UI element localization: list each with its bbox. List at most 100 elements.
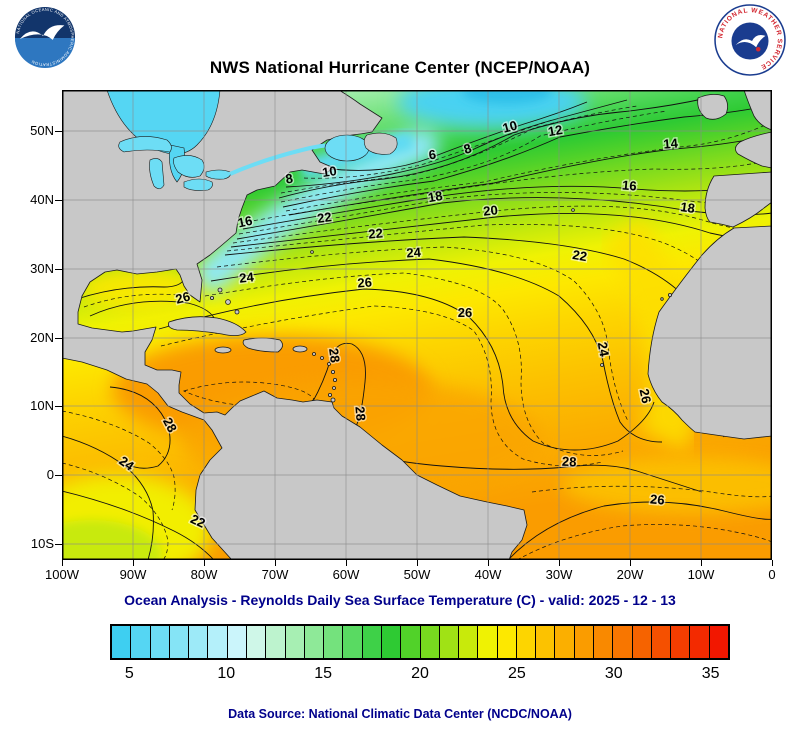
isotherm-12: [282, 104, 772, 208]
land-africa: [647, 225, 772, 440]
isotherm-8: [285, 99, 628, 188]
isotherm-label: 22: [571, 247, 588, 264]
land-bahamas: [209, 295, 214, 300]
lon-axis-tick: [133, 560, 134, 566]
colorbar-cell: [690, 626, 710, 658]
lat-axis-label: 20N: [30, 330, 54, 345]
land-cuba: [167, 316, 247, 336]
isotherm-dashed: [516, 524, 772, 560]
isotherm-26: [158, 288, 655, 451]
colorbar-cell: [208, 626, 228, 658]
isotherm-label: 24: [239, 269, 256, 286]
analysis-caption: Ocean Analysis - Reynolds Daily Sea Surf…: [124, 592, 676, 608]
isotherm-dashed: [216, 246, 629, 422]
colorbar-cell: [324, 626, 344, 658]
isotherm-dashed: [62, 462, 169, 560]
lon-axis-label: 100W: [45, 567, 79, 582]
colorbar-tick-label: 5: [124, 665, 134, 682]
lat-axis-label: 10S: [30, 536, 54, 551]
lon-axis-tick: [275, 560, 276, 566]
lon-axis-label: 30W: [545, 567, 573, 582]
land-canary-islands: [660, 297, 664, 301]
lon-axis-tick: [417, 560, 418, 566]
sst-map: 6 8 8 10 10 12 14 16 16 18 18 20 22 22 22 24 24 24 24 22 26 2…: [62, 90, 772, 560]
nws-red-dot: [755, 46, 761, 52]
page-title: NWS National Hurricane Center (NCEP/NOAA…: [209, 58, 591, 77]
land-canary-islands: [668, 292, 673, 297]
isotherm-dashed: [160, 305, 603, 467]
land-antilles: [327, 362, 331, 366]
isotherm-dashed: [303, 119, 553, 179]
isotherm-label: 14: [663, 135, 679, 151]
colorbar-tick-label: 10: [217, 665, 236, 682]
land-france: [735, 131, 772, 169]
pacific-cold-core: [62, 520, 162, 560]
lon-axis-label: 80W: [190, 567, 218, 582]
lon-axis-label: 0: [768, 567, 776, 582]
isotherms-dashed: [62, 105, 772, 560]
isotherm-dashed: [280, 110, 668, 203]
colorbar-cell: [651, 626, 672, 658]
colorbar-cell: [536, 626, 556, 658]
land-trinidad: [330, 397, 336, 403]
isotherm-label: 28: [326, 347, 343, 363]
colorbar-cell: [459, 626, 479, 658]
colorbar-tick-label: 30: [604, 665, 623, 682]
lon-axis-label: 60W: [332, 567, 360, 582]
land-antilles: [312, 352, 316, 356]
colorbar-cell: [439, 626, 460, 658]
land-antilles: [320, 356, 324, 360]
land-antilles: [330, 369, 335, 374]
nws-logo-svg: NATIONAL WEATHER SERVICE: [714, 4, 786, 76]
lat-axis-tick: [55, 200, 62, 201]
lat-axis-tick: [55, 475, 62, 476]
colorbar-cell: [574, 626, 595, 658]
land-cape-verde: [600, 363, 604, 367]
lat-axis-tick: [55, 544, 62, 545]
land-newfoundland: [363, 132, 398, 155]
colorbar-cell: [112, 626, 132, 658]
land-antilles: [327, 392, 332, 397]
colorbar-cell: [497, 626, 517, 658]
noaa-logo: NATIONAL OCEANIC AND ATMOSPHERIC ADMINIS…: [14, 6, 76, 68]
land-layer: [62, 90, 772, 560]
nws-logo: NATIONAL WEATHER SERVICE: [714, 4, 786, 76]
lake-superior: [118, 136, 172, 153]
isotherm-label: 20: [483, 202, 499, 218]
land-americas: [62, 90, 528, 560]
lon-axis-tick: [559, 560, 560, 566]
isotherm-label: 24: [595, 341, 612, 359]
land-jamaica: [214, 346, 232, 354]
isotherm-label: 10: [321, 163, 337, 180]
colorbar: [110, 624, 730, 660]
isotherm-label: 10: [501, 118, 519, 136]
isotherm-label: 26: [650, 491, 666, 507]
lat-axis-label: 0: [46, 467, 54, 482]
isotherm-dashed: [83, 293, 179, 308]
noaa-gull-icon: [19, 25, 65, 40]
lat-axis-label: 50N: [30, 123, 54, 138]
colorbar-cell: [478, 626, 498, 658]
inland-water: [106, 90, 398, 191]
isotherm-label: 26: [174, 289, 192, 307]
colorbar-cell: [343, 626, 363, 658]
isotherm-16: [242, 182, 772, 230]
lon-axis-tick: [204, 560, 205, 566]
colorbar-cell: [131, 626, 151, 658]
isotherm-dashed: [62, 410, 176, 511]
lat-axis-label: 30N: [30, 261, 54, 276]
isotherm-label: 26: [637, 387, 655, 404]
lat-axis-label: 40N: [30, 192, 54, 207]
land-hispaniola: [242, 337, 283, 353]
lat-axis-tick: [55, 338, 62, 339]
isotherm-28-pacific: [109, 386, 171, 469]
colorbar-cell: [362, 626, 382, 658]
lat-axis-tick: [55, 269, 62, 270]
isotherm-label: 22: [368, 225, 384, 241]
lon-axis-label: 90W: [119, 567, 147, 582]
colorbar-cell: [150, 626, 170, 658]
data-source-text: Data Source: National Climatic Data Cent…: [228, 707, 572, 721]
colorbar-cell: [594, 626, 614, 658]
land-bahamas: [234, 309, 240, 315]
isotherm-26-gulf: [89, 300, 217, 323]
